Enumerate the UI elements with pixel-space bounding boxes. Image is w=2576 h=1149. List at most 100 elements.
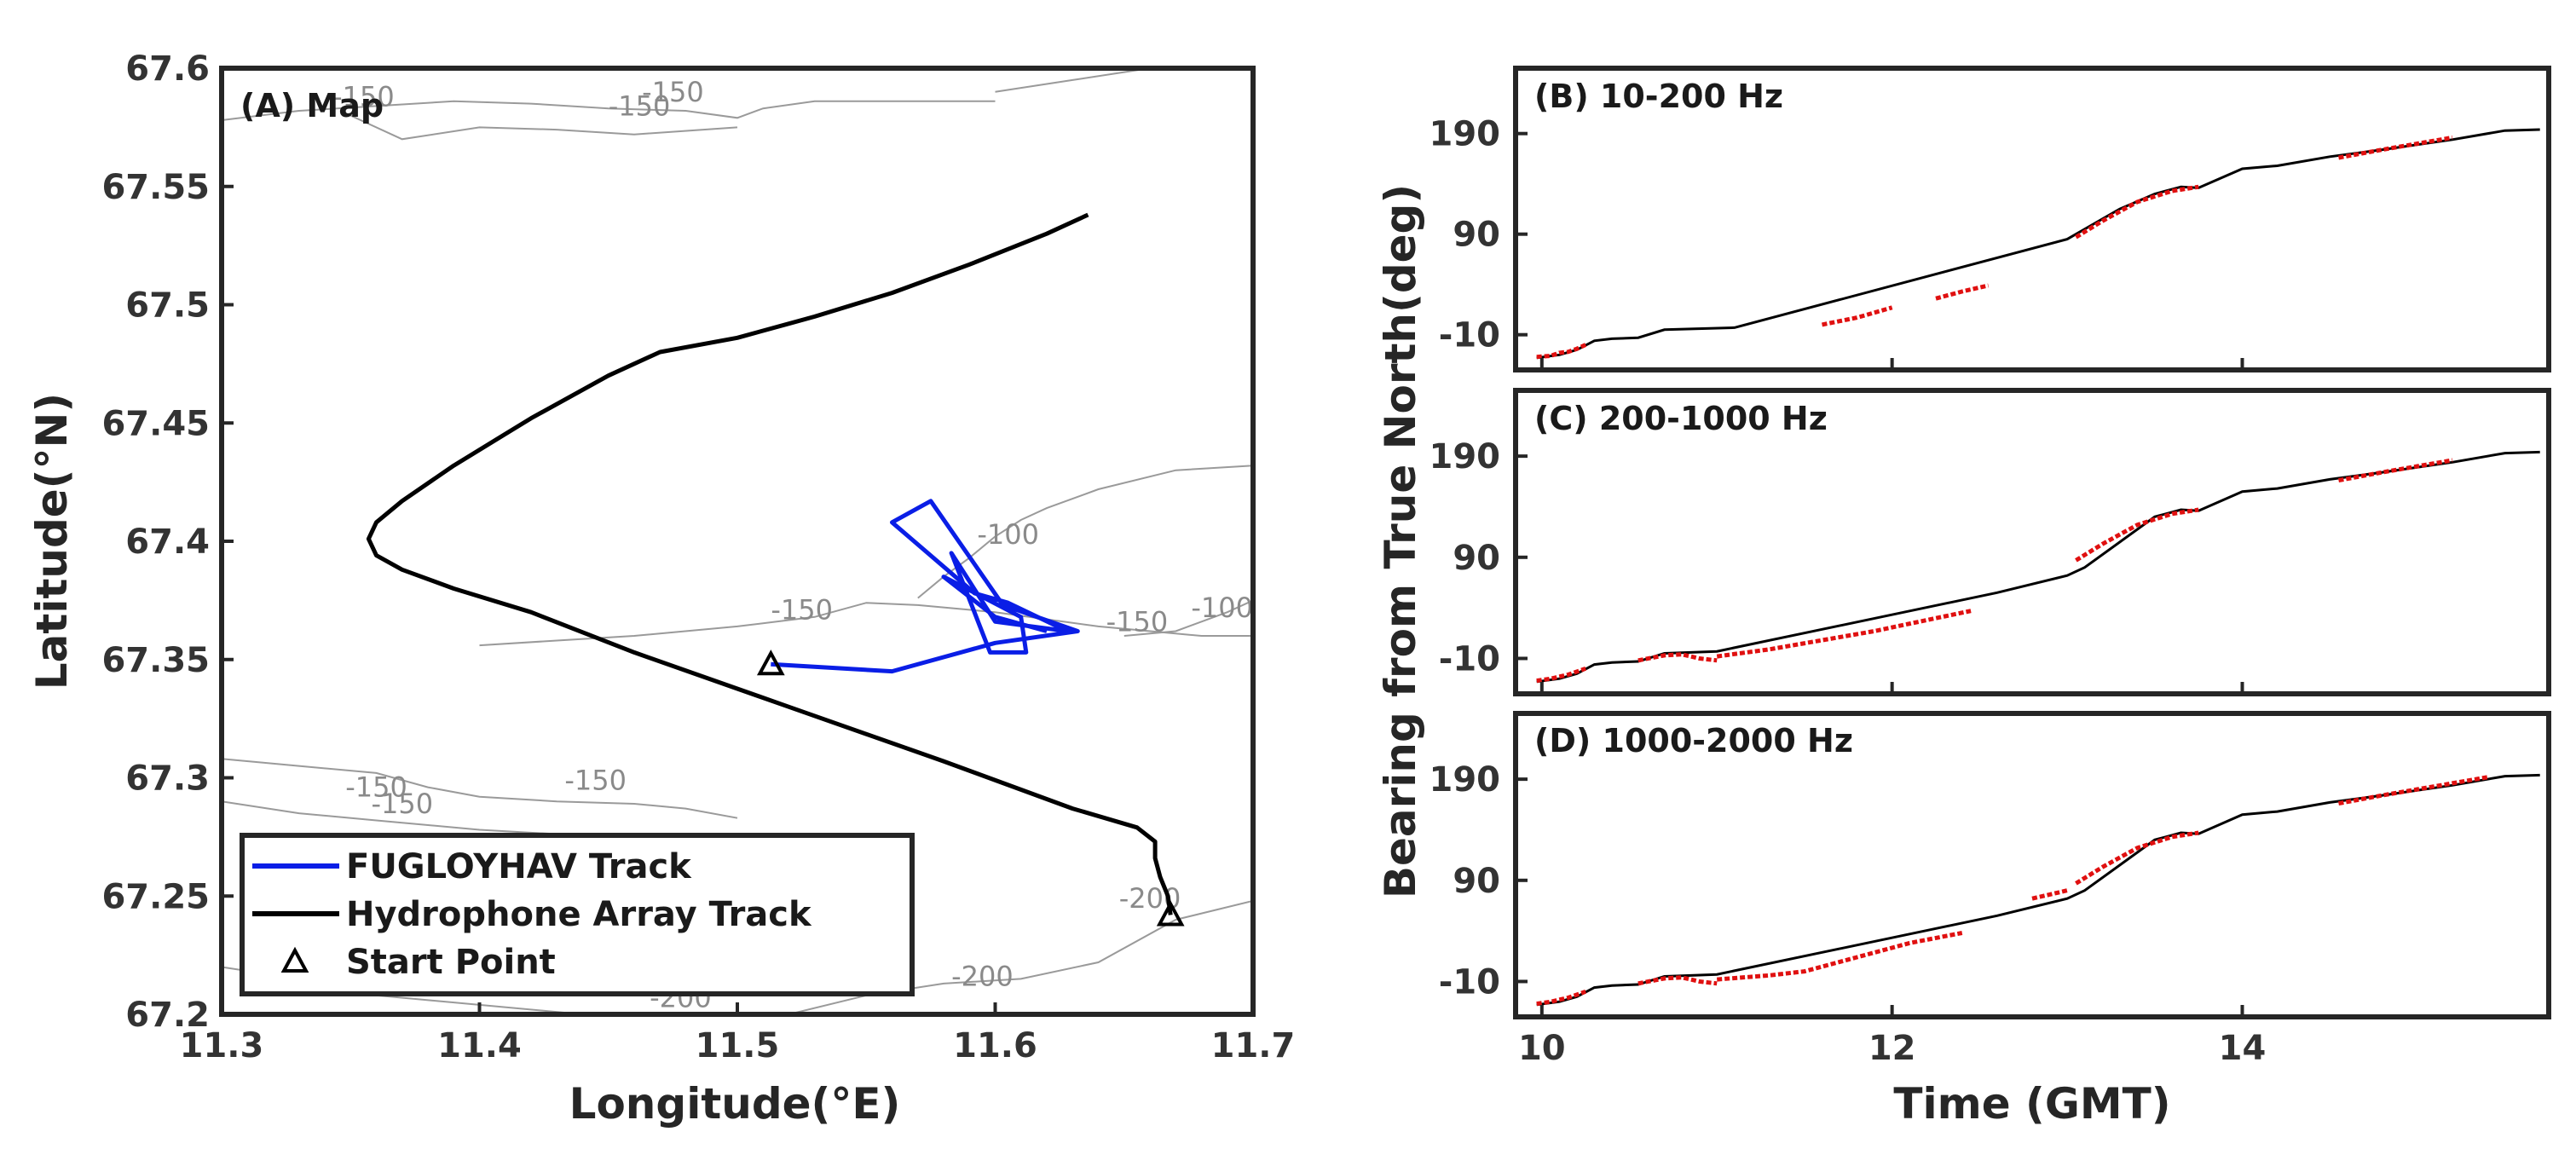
bathymetry-contours: [222, 68, 1253, 1014]
legend-start-point-marker: [280, 946, 309, 973]
bearing-b-y-ticks: -10 90 190: [1430, 115, 1528, 355]
bearing-d-y-ticks: -10 90 190: [1430, 760, 1528, 1002]
x-tick-label: 12: [1868, 1029, 1916, 1068]
contour-line: [222, 100, 996, 121]
estimated-bearing-segment: [1717, 931, 1963, 982]
map-x-axis-label: Longitude(°E): [569, 1079, 901, 1129]
bearing-d-title: (D) 1000-2000 Hz: [1534, 722, 1853, 759]
x-tick-label: 11.5: [696, 1026, 780, 1065]
estimated-bearing-segment: [1536, 666, 1587, 684]
map-tracks: [366, 212, 1185, 927]
map-legend: FUGLOYHAV Track Hydrophone Array Track S…: [240, 833, 915, 996]
contour-label: -100: [977, 518, 1039, 551]
estimated-bearing-segment: [2338, 775, 2488, 806]
contour-line: [917, 465, 1253, 599]
contour-label: -100: [1191, 592, 1253, 624]
y-tick-label: 67.35: [101, 641, 210, 680]
y-tick-label: -10: [1439, 639, 1500, 678]
bearing-d-lines: [1536, 773, 2540, 1007]
map-y-ticks: 67.2 67.25 67.3 67.35 67.4 67.45 67.5 67.55 67.6: [101, 49, 234, 1035]
map-x-ticks: 11.3 11.4 11.5 11.6 11.7: [180, 1002, 1296, 1065]
y-tick-label: 67.4: [125, 523, 210, 562]
contour-label: -150: [564, 764, 627, 796]
y-tick-label: 90: [1453, 216, 1500, 255]
reference-bearing-line: [1536, 128, 2540, 360]
bearing-b-x-ticks: [1539, 358, 2244, 370]
estimated-bearing-segment: [2075, 830, 2199, 886]
y-tick-label: -10: [1439, 316, 1500, 355]
y-tick-label: 67.2: [125, 996, 210, 1035]
contour-label: -150: [609, 90, 671, 123]
bearing-b-lines: [1536, 128, 2540, 360]
estimated-bearing-segment: [1935, 283, 1990, 301]
contour-labels: -150 -150-150-100-150 -150 -100-150-150-150…: [332, 76, 1253, 1014]
contour-label: -150: [1106, 605, 1169, 638]
hydrophone-track-line: [366, 212, 1173, 915]
y-tick-label: 67.3: [125, 759, 210, 799]
bearing-y-axis-label: Bearing from True North(deg): [1376, 184, 1425, 898]
y-tick-label: 67.5: [125, 286, 210, 326]
legend-entry-hydrophone: Hydrophone Array Track: [346, 895, 812, 934]
bearing-d-axes-frame: [1513, 711, 2551, 1019]
reference-bearing-line: [1536, 773, 2540, 1007]
estimated-bearing-segment: [2075, 184, 2199, 240]
y-tick-label: 67.6: [125, 49, 210, 89]
legend-box: [240, 833, 915, 996]
contour-label: -150: [332, 80, 395, 113]
estimated-bearing-segment: [2031, 888, 2068, 901]
estimated-bearing-segment: [1536, 343, 1587, 360]
y-tick-label: 67.25: [101, 877, 210, 916]
bearing-panel-c: -10 90 190 (C) 200-1000 Hz: [1430, 388, 2551, 696]
legend-entry-start-point: Start Point: [346, 943, 556, 982]
start-point-marker: [1156, 900, 1185, 927]
estimated-bearing-segment: [2338, 135, 2453, 160]
bearing-c-y-ticks: -10 90 190: [1430, 437, 1528, 678]
y-tick-label: 67.55: [101, 168, 210, 207]
y-tick-label: 190: [1430, 115, 1501, 154]
contour-label: -150: [642, 76, 704, 108]
estimated-bearing-segment: [1536, 989, 1587, 1007]
bearing-c-x-ticks: [1539, 682, 2244, 694]
x-tick-label: 11.3: [180, 1026, 264, 1065]
contour-label: -150: [771, 594, 833, 626]
y-tick-label: 90: [1453, 862, 1500, 901]
estimated-bearing-segment: [2075, 507, 2199, 563]
fugloyhav-track-line: [771, 499, 1080, 674]
contour-line: [1123, 599, 1253, 637]
bearing-c-axes-frame: [1513, 388, 2551, 696]
legend-entry-fugloyhav: FUGLOYHAV Track: [346, 847, 692, 886]
estimated-bearing-segment: [1716, 609, 1972, 659]
contour-line: [479, 602, 1253, 647]
y-tick-label: 190: [1430, 760, 1501, 800]
time-x-axis-label: Time (GMT): [1893, 1079, 2170, 1129]
estimated-bearing-segment: [2338, 458, 2453, 483]
y-tick-label: 67.45: [101, 404, 210, 443]
y-tick-label: 190: [1430, 437, 1501, 476]
x-tick-label: 11.7: [1211, 1026, 1296, 1065]
estimated-bearing-segment: [1822, 305, 1893, 327]
x-tick-label: 11.6: [953, 1026, 1037, 1065]
x-tick-label: 11.4: [437, 1026, 522, 1065]
contour-line: [995, 68, 1151, 93]
y-tick-label: -10: [1439, 962, 1500, 1002]
bearing-b-axes-frame: [1513, 66, 2551, 372]
contour-label: -200: [951, 961, 1014, 993]
bearing-panel-b: -10 90 190 (B) 10-200 Hz: [1430, 66, 2551, 372]
map-y-axis-label: Latitude(°N): [27, 393, 77, 690]
bearing-b-title: (B) 10-200 Hz: [1534, 78, 1783, 115]
start-point-marker: [756, 650, 785, 676]
contour-line: [222, 758, 738, 819]
x-tick-label: 10: [1518, 1029, 1566, 1068]
map-panel-title: (A) Map: [240, 87, 384, 124]
contour-line: [349, 114, 738, 141]
bearing-c-title: (C) 200-1000 Hz: [1534, 400, 1828, 437]
estimated-bearing-segment: [1637, 975, 1718, 986]
contour-label: -150: [371, 788, 433, 820]
contour-label: -150: [345, 771, 407, 804]
bearing-panel-d: -10 90 190 10 12 14 (D) 1000-2000 Hz: [1430, 711, 2551, 1068]
y-tick-label: 90: [1453, 539, 1500, 578]
bearing-d-x-ticks: 10 12 14: [1518, 1005, 2266, 1068]
bearing-c-lines: [1536, 450, 2540, 684]
estimated-bearing-segment: [1637, 652, 1718, 663]
